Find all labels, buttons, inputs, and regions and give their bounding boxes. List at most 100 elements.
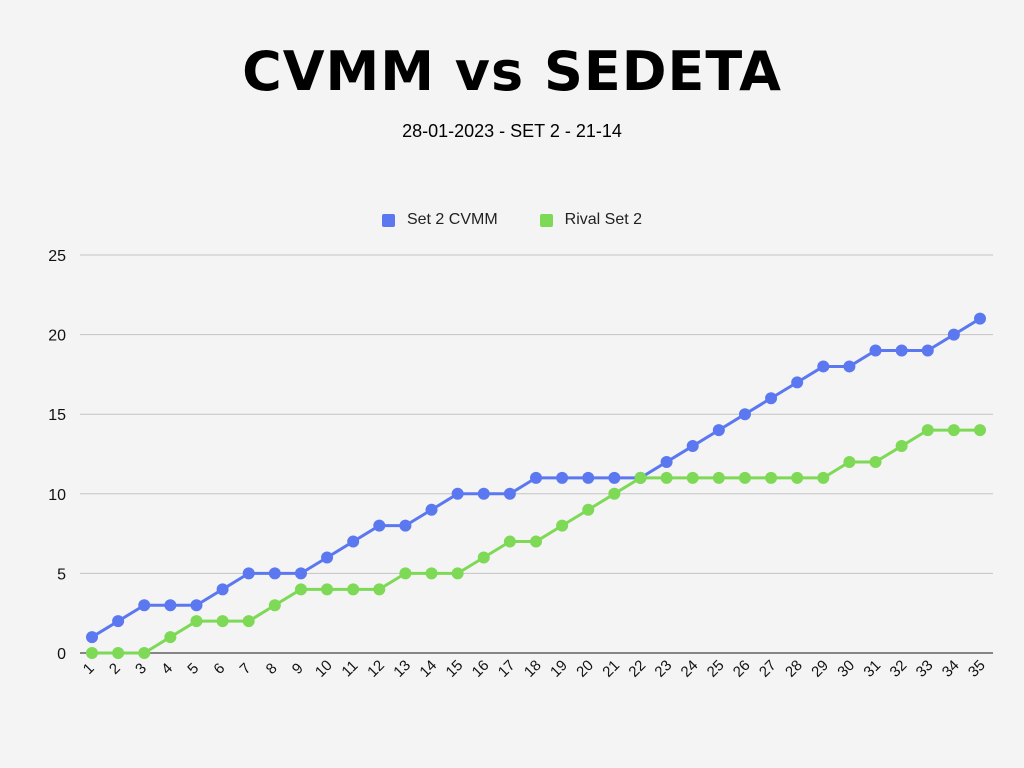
data-point-cvmm <box>268 567 281 580</box>
data-point-rival <box>477 551 490 564</box>
data-point-cvmm <box>738 408 751 421</box>
data-point-rival <box>608 487 621 500</box>
x-tick-label: 7 <box>237 660 255 678</box>
data-point-rival <box>294 583 307 596</box>
data-point-rival <box>425 567 438 580</box>
x-tick-label: 21 <box>599 657 623 681</box>
x-tick-label: 25 <box>704 657 728 681</box>
data-point-rival <box>216 615 229 628</box>
x-tick-label: 3 <box>132 660 150 678</box>
data-point-rival <box>556 519 569 532</box>
y-tick-label: 0 <box>57 646 66 663</box>
data-point-cvmm <box>138 599 151 612</box>
data-point-rival <box>190 615 203 628</box>
x-tick-label: 6 <box>210 660 228 678</box>
x-tick-label: 30 <box>834 657 858 681</box>
data-point-rival <box>686 471 699 484</box>
data-point-cvmm <box>112 615 125 628</box>
data-point-cvmm <box>556 471 569 484</box>
legend-swatch-cvmm <box>381 213 395 227</box>
data-point-cvmm <box>451 487 464 500</box>
data-point-cvmm <box>843 360 856 373</box>
data-point-rival <box>738 471 751 484</box>
data-point-cvmm <box>817 360 830 373</box>
x-tick-label: 28 <box>782 657 806 681</box>
data-point-rival <box>712 471 725 484</box>
data-point-rival <box>895 440 908 453</box>
legend-item-cvmm[interactable]: Set 2 CVMM <box>381 211 498 229</box>
legend: Set 2 CVMM Rival Set 2 <box>0 211 1024 229</box>
data-point-cvmm <box>242 567 255 580</box>
x-tick-label: 23 <box>651 657 675 681</box>
data-point-cvmm <box>530 471 542 484</box>
data-point-cvmm <box>974 312 986 325</box>
legend-label-rival: Rival Set 2 <box>564 211 643 228</box>
x-tick-label: 18 <box>521 657 545 681</box>
y-tick-label: 15 <box>48 407 66 424</box>
data-point-rival <box>974 424 986 437</box>
data-point-rival <box>242 615 255 628</box>
x-tick-label: 32 <box>887 657 911 681</box>
data-point-rival <box>530 535 542 548</box>
x-tick-label: 34 <box>939 657 963 681</box>
chart-subtitle: 28-01-2023 - SET 2 - 21-14 <box>402 121 622 141</box>
data-point-rival <box>503 535 516 548</box>
x-tick-label: 13 <box>390 657 414 681</box>
data-point-cvmm <box>477 487 490 500</box>
data-point-rival <box>399 567 412 580</box>
data-point-rival <box>817 471 830 484</box>
data-point-cvmm <box>294 567 307 580</box>
data-point-rival <box>112 647 125 659</box>
x-tick-label: 2 <box>106 660 124 678</box>
data-point-cvmm <box>190 599 203 612</box>
x-tick-label: 15 <box>443 657 467 681</box>
data-point-cvmm <box>425 503 438 516</box>
data-point-rival <box>660 471 673 484</box>
data-point-rival <box>138 647 151 659</box>
y-tick-label: 25 <box>48 248 66 265</box>
data-point-rival <box>164 631 177 644</box>
x-tick-label: 11 <box>338 657 361 680</box>
data-point-cvmm <box>608 471 621 484</box>
data-point-rival <box>843 455 856 468</box>
data-point-rival <box>869 455 882 468</box>
y-tick-label: 10 <box>48 487 66 504</box>
x-tick-label: 33 <box>913 657 937 681</box>
data-point-rival <box>347 583 360 596</box>
x-tick-label: 1 <box>80 660 98 678</box>
x-tick-label: 12 <box>364 657 388 681</box>
data-point-cvmm <box>765 392 778 405</box>
data-point-cvmm <box>791 376 804 389</box>
x-tick-label: 19 <box>547 657 571 681</box>
x-tick-label: 17 <box>495 657 519 681</box>
data-point-cvmm <box>164 599 177 612</box>
data-point-rival <box>582 503 595 516</box>
legend-item-rival[interactable]: Rival Set 2 <box>539 211 643 229</box>
data-point-cvmm <box>947 328 960 341</box>
data-point-rival <box>634 471 647 484</box>
data-point-rival <box>921 424 934 437</box>
x-tick-label: 35 <box>965 657 989 681</box>
data-point-cvmm <box>712 424 725 437</box>
x-tick-label: 24 <box>678 657 702 681</box>
x-tick-label: 10 <box>312 657 336 681</box>
data-point-cvmm <box>399 519 412 532</box>
data-point-cvmm <box>582 471 595 484</box>
y-tick-label: 20 <box>48 328 66 345</box>
x-tick-label: 16 <box>469 657 493 681</box>
data-point-rival <box>373 583 386 596</box>
data-point-rival <box>947 424 960 437</box>
x-tick-label: 4 <box>158 660 176 678</box>
legend-swatch-rival <box>539 213 553 227</box>
data-point-cvmm <box>216 583 229 596</box>
chart-title: CVMM vs SEDETA <box>242 40 782 103</box>
data-point-cvmm <box>86 631 98 644</box>
data-point-cvmm <box>503 487 516 500</box>
x-tick-label: 14 <box>416 657 440 681</box>
x-tick-label: 8 <box>263 660 281 678</box>
x-tick-label: 20 <box>573 657 597 681</box>
data-point-cvmm <box>347 535 360 548</box>
data-point-rival <box>791 471 804 484</box>
data-point-rival <box>268 599 281 612</box>
